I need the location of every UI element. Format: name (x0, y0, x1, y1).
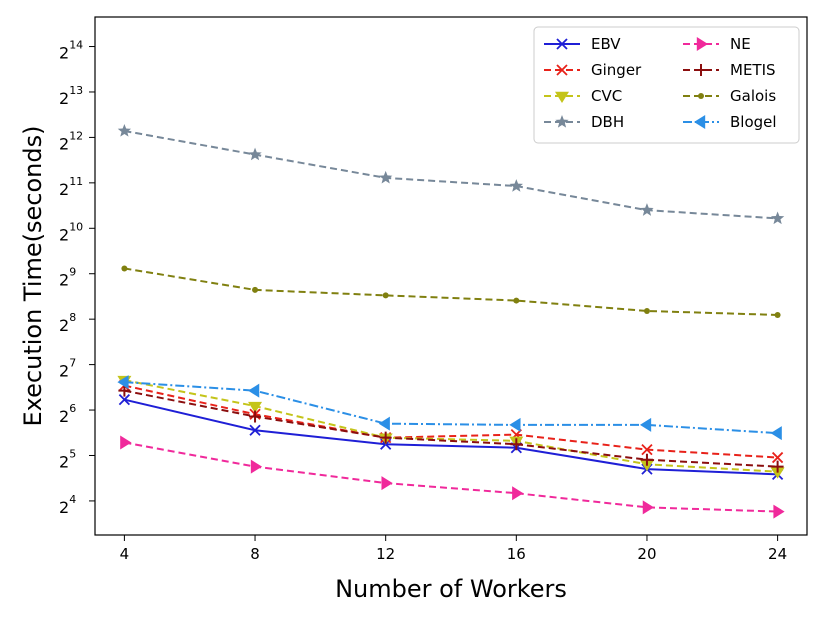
y-tick-label: 211 (59, 175, 83, 199)
legend-label-ebv: EBV (591, 35, 621, 53)
series-line-ebv (124, 398, 778, 476)
data-point-blogel (248, 383, 260, 398)
legend-item-dbh: DBH (544, 113, 624, 131)
legend-label-cvc: CVC (591, 87, 622, 105)
data-point-metis (640, 453, 653, 466)
data-point-dbh (509, 179, 523, 192)
legend-label-ne: NE (730, 35, 751, 53)
y-tick-label: 212 (59, 129, 83, 153)
y-tick-label: 210 (59, 220, 83, 244)
legend-label-metis: METIS (730, 61, 776, 79)
x-tick-label: 8 (250, 545, 260, 563)
data-point-metis (249, 410, 262, 423)
legend-marker-cvc (555, 91, 569, 103)
data-point-ne (773, 504, 785, 519)
series-line-cvc (124, 379, 778, 473)
legend-marker-ginger (556, 64, 568, 76)
x-tick-label: 12 (376, 545, 395, 563)
y-tick-label: 29 (59, 266, 76, 290)
legend-item-ne: NE (683, 35, 751, 53)
series-line-galois (124, 267, 778, 316)
legend-marker-ne (696, 37, 708, 51)
plot-frame (94, 16, 808, 536)
legend-label-galois: Galois (730, 87, 776, 105)
series-line-ginger (124, 384, 778, 459)
y-axis-label: Execution Time(seconds) (19, 126, 47, 427)
data-point-galois (121, 265, 128, 272)
legend-item-ginger: Ginger (544, 61, 642, 79)
y-tick-label: 24 (59, 493, 76, 517)
data-point-galois (774, 311, 781, 318)
legend-label-dbh: DBH (591, 113, 624, 131)
data-point-ne (381, 476, 393, 491)
data-point-cvc (248, 401, 263, 414)
data-point-ebv (118, 394, 131, 406)
data-point-galois (382, 292, 389, 299)
data-point-blogel (509, 417, 521, 432)
series-line-blogel (124, 381, 778, 435)
data-point-blogel (639, 417, 652, 432)
x-tick-label: 16 (507, 545, 526, 563)
legend-marker-metis (695, 64, 707, 76)
data-point-ne (250, 459, 263, 474)
legend-item-ebv: EBV (544, 35, 621, 53)
legend-item-blogel: Blogel (683, 113, 777, 131)
legend-marker-blogel (694, 115, 706, 129)
y-tick-label: 213 (59, 84, 83, 108)
data-point-ebv (249, 424, 261, 436)
data-point-ne (642, 500, 654, 515)
y-tick-label: 28 (59, 311, 76, 335)
series-metis (118, 384, 784, 473)
legend-item-metis: METIS (683, 61, 776, 79)
legend-marker-galois (698, 93, 704, 99)
data-point-ne (512, 486, 524, 501)
series-line-metis (124, 389, 778, 468)
data-point-dbh (640, 203, 654, 216)
series-layer (117, 123, 785, 519)
x-tick-label: 4 (120, 545, 130, 563)
data-point-metis (118, 384, 131, 397)
legend-label-blogel: Blogel (730, 113, 777, 131)
y-tick-label: 214 (59, 39, 83, 63)
data-point-blogel (770, 426, 782, 441)
data-point-galois (252, 286, 259, 293)
data-point-metis (379, 431, 392, 444)
series-line-ne (124, 441, 778, 513)
legend-marker-ebv (556, 38, 568, 50)
data-point-metis (510, 438, 523, 451)
legend-label-ginger: Ginger (591, 61, 642, 79)
legend-frame (533, 26, 800, 144)
data-point-ginger (641, 443, 653, 456)
series-galois (121, 265, 781, 318)
x-tick-label: 24 (768, 545, 787, 563)
y-tick-label: 26 (59, 402, 76, 426)
data-point-ginger (771, 451, 784, 464)
data-point-dbh (770, 211, 785, 225)
data-point-blogel (117, 375, 129, 390)
data-point-ne (120, 435, 132, 450)
series-ne (120, 435, 785, 519)
x-tick-label: 20 (637, 545, 656, 563)
data-point-dbh (379, 170, 393, 184)
data-point-dbh (248, 147, 262, 161)
y-tick-label: 25 (59, 447, 76, 471)
data-point-dbh (117, 123, 132, 137)
data-point-galois (643, 307, 650, 314)
y-tick-label: 27 (59, 357, 76, 381)
data-point-metis (771, 460, 784, 473)
series-line-dbh (124, 129, 778, 220)
data-point-blogel (378, 416, 390, 431)
x-ticks: 4 8 12 16 20 24 (120, 535, 787, 563)
legend-marker-dbh (555, 115, 569, 128)
legend-item-galois: Galois (683, 87, 776, 105)
legend: EBV NE Ginger METIS CVC Galois DBH Blogel (533, 26, 800, 144)
data-point-cvc (770, 467, 785, 479)
series-blogel (117, 375, 782, 441)
y-ticks: 24 25 26 27 28 29 210 211 212 213 214 (59, 39, 95, 517)
data-point-galois (513, 297, 520, 304)
series-dbh (117, 123, 785, 225)
x-axis-label: Number of Workers (335, 575, 567, 603)
legend-item-cvc: CVC (544, 87, 622, 105)
